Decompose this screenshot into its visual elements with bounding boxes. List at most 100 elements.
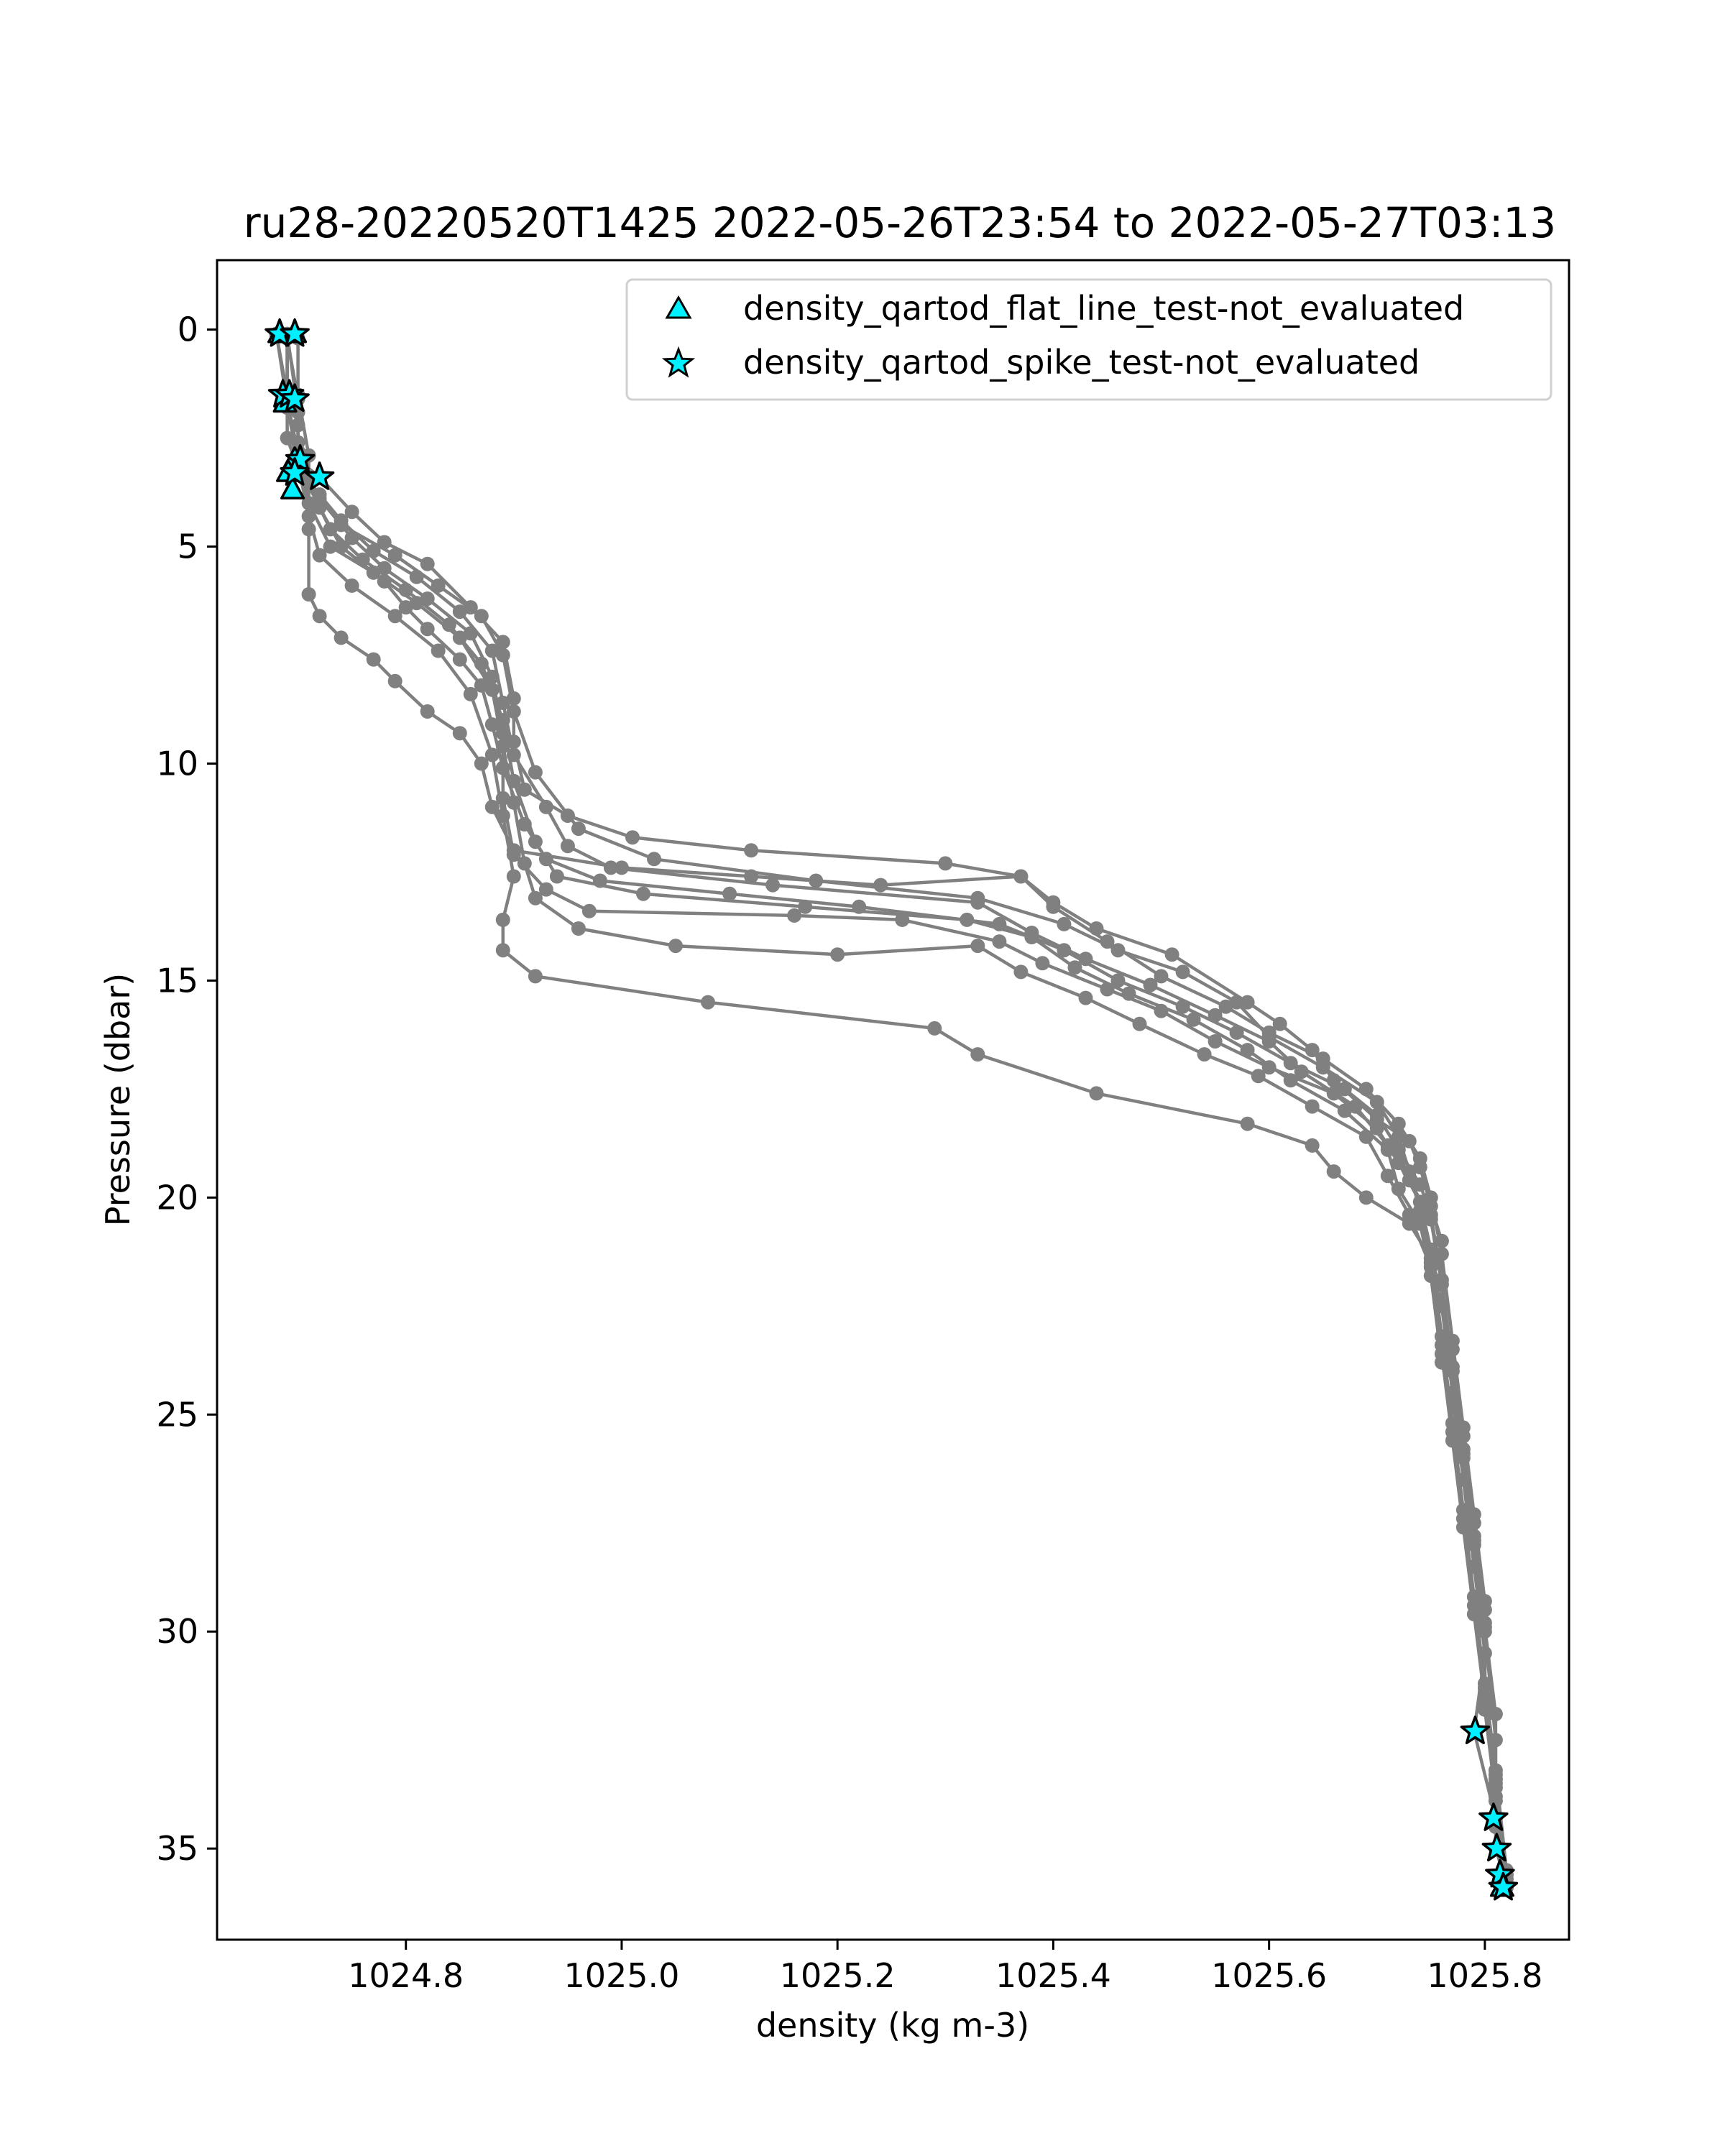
profile-point [992,916,1007,931]
profile-line [296,338,1509,1875]
profile-point [668,939,683,954]
profile-point [1261,1060,1276,1075]
profile-point [1175,999,1190,1014]
x-tick-label: 1025.2 [780,1956,896,1995]
profile-point [1272,1016,1287,1031]
profile-line [275,333,1509,1879]
profile-point [495,912,510,927]
profile-point [431,578,446,593]
profile-point [517,856,532,871]
profile-point [1078,990,1093,1005]
profile-point [312,609,327,624]
profile-series [269,326,1514,1886]
x-tick-label: 1024.8 [348,1956,464,1995]
profile-point [1100,982,1115,997]
profile-line [275,333,1509,1884]
profile-point [1261,1025,1276,1040]
profile-point [1358,1129,1374,1144]
profile-point [1013,964,1029,980]
profile-point [1057,916,1072,931]
spike-flag-star-marker [1478,1802,1509,1831]
profile-series [280,331,1514,1895]
profile-point [1455,1511,1471,1526]
profile-point [463,626,478,641]
profile-point [1358,1190,1374,1205]
legend-star-icon [661,346,696,378]
profile-point [484,717,500,732]
profile-line [285,333,1509,1879]
profile-point [1391,1142,1406,1157]
profile-point [1229,995,1244,1010]
profile-point [1143,977,1158,992]
profile-point [377,573,392,589]
spike-flag-star-marker [304,461,335,490]
profile-point [636,886,650,901]
profile-point [1466,1598,1481,1613]
spike-flag-star-marker [280,383,310,413]
profile-point [581,903,597,918]
profile-point [1455,1446,1471,1461]
profile-point [1434,1337,1449,1353]
profile-point [765,877,781,893]
profile-point [409,569,424,584]
profile-point [592,873,607,888]
profile-point [366,652,381,667]
profile-point [1369,1107,1384,1123]
profile-point [344,530,359,545]
spike-flag-star-marker [285,444,316,473]
profile-series [280,326,1514,1891]
legend-label-spike: density_qartod_spike_test-not_evaluated [743,343,1420,382]
profile-point [722,886,737,901]
profile-point [938,856,953,871]
profile-point [560,839,575,854]
profile-point [1089,1086,1104,1101]
x-axis-label: density (kg m-3) [756,2006,1029,2045]
profile-point [625,830,640,845]
profile-point [1057,943,1072,958]
profile-point [1391,1116,1406,1131]
profile-series [269,326,1514,1891]
profile-point [420,591,435,606]
profile-series [280,326,1514,1886]
profile-point [970,939,985,954]
profile-point [970,895,985,910]
y-tick-label: 5 [178,528,198,566]
profile-point [334,513,349,528]
profile-point [1305,1099,1320,1114]
profile-point [1391,1129,1406,1144]
profile-point [1337,1082,1352,1097]
profile-point [992,934,1007,949]
profile-point [387,609,402,624]
y-axis-label: Pressure (dbar) [98,973,137,1226]
profile-point [1251,1069,1266,1084]
profile-point [1305,1138,1320,1153]
profile-point [420,556,435,571]
profile-point [1380,1169,1395,1184]
profile-point [1477,1680,1492,1695]
profile-point [484,747,500,763]
profile-point [495,648,510,663]
profile-point [701,995,715,1010]
profile-point [495,943,510,958]
profile-point [334,539,349,554]
profile-point [1369,1120,1384,1135]
profile-point [1013,869,1029,884]
profile-point [463,686,478,701]
y-tick-label: 10 [156,744,198,783]
profile-point [474,678,489,693]
legend-triangle-icon [665,295,692,319]
legend: density_qartod_flat_line_test-not_evalua… [625,278,1552,401]
profile-point [538,882,553,897]
y-tick-label: 25 [156,1395,198,1434]
profile-point [1326,1086,1341,1101]
profile-point [431,643,446,658]
profile-point [517,782,532,797]
profile-point [1078,952,1093,967]
profile-series [290,331,1514,1882]
profile-point [528,890,543,906]
profile-point [398,600,413,615]
profile-point [495,760,510,775]
spike-flag-star-marker [1481,1833,1512,1862]
profile-point [1477,1620,1492,1635]
profile-point [377,561,392,576]
